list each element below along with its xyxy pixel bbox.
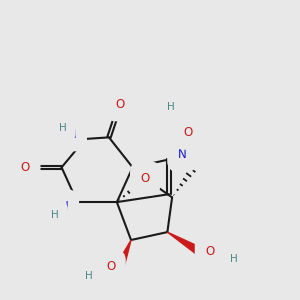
Text: N: N (68, 128, 76, 141)
Text: H: H (230, 254, 238, 264)
Text: H: H (51, 210, 58, 220)
Text: N: N (60, 200, 68, 213)
Text: O: O (206, 244, 214, 258)
Text: O: O (106, 260, 115, 273)
Text: H: H (85, 271, 92, 281)
Text: O: O (141, 172, 150, 185)
Text: N: N (178, 148, 187, 161)
Text: H: H (167, 102, 174, 112)
Text: O: O (21, 161, 30, 174)
Text: H: H (59, 123, 66, 133)
Text: O: O (183, 126, 193, 139)
Polygon shape (116, 240, 131, 268)
Text: O: O (116, 98, 124, 111)
Polygon shape (167, 232, 201, 255)
